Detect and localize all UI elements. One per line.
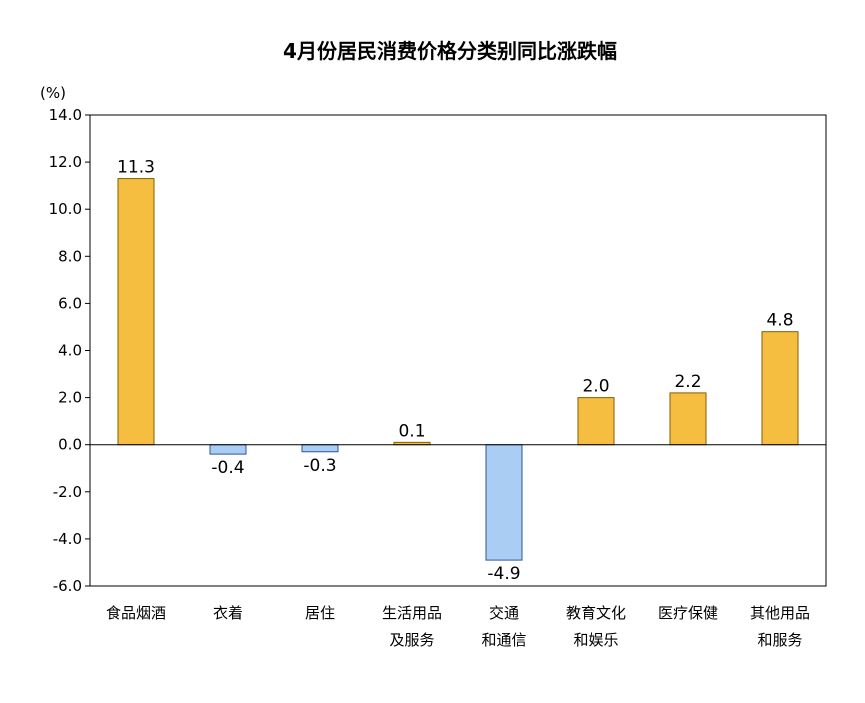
y-tick-label: 6.0 (58, 294, 82, 312)
y-tick-label: 0.0 (58, 436, 82, 454)
x-tick-label: 生活用品 (382, 604, 442, 622)
x-tick-label: 其他用品 (750, 604, 810, 622)
bar (577, 397, 615, 446)
plot-area-frame (89, 114, 827, 587)
data-label: -4.9 (487, 564, 520, 584)
chart-title: 4月份居民消费价格分类别同比涨跌幅 (283, 39, 617, 63)
x-tick-label: 衣着 (213, 604, 243, 622)
bar (117, 178, 155, 446)
bars-group (117, 178, 799, 561)
y-tick-label: 12.0 (49, 153, 82, 171)
y-tick-label: -2.0 (53, 483, 82, 501)
data-label: 11.3 (117, 158, 155, 178)
x-tick-label: 医疗保健 (658, 604, 718, 622)
x-tick-label: 和娱乐 (573, 631, 618, 649)
x-tick-label: 和通信 (481, 631, 526, 649)
bar (761, 331, 799, 446)
y-tick-label: 14.0 (49, 106, 82, 124)
y-tick-label: 10.0 (49, 200, 82, 218)
x-tick-label: 食品烟酒 (106, 604, 166, 622)
y-tick-label: -4.0 (53, 530, 82, 548)
bar (301, 444, 339, 453)
x-tick-label: 和服务 (757, 631, 802, 649)
data-label: 2.0 (582, 377, 609, 397)
data-label: 2.2 (674, 372, 701, 392)
y-tick-label: 4.0 (58, 342, 82, 360)
data-label: 4.8 (766, 311, 793, 331)
y-tick-label: -6.0 (53, 577, 82, 595)
y-axis-unit-label: (%) (40, 84, 66, 102)
data-label: -0.4 (211, 458, 244, 478)
x-tick-label: 及服务 (389, 631, 434, 649)
x-tick-label: 教育文化 (566, 604, 626, 622)
data-label: 0.1 (398, 421, 425, 441)
y-tick-label: 8.0 (58, 247, 82, 265)
bar (485, 444, 523, 561)
value-labels-group: 11.3 -0.4 -0.3 0.1 -4.9 2.0 2.2 4.8 (117, 158, 793, 585)
x-tick-label: 交通 (489, 604, 519, 622)
bar (209, 444, 247, 455)
y-tick-label: 2.0 (58, 389, 82, 407)
y-axis: 14.0 12.0 10.0 8.0 6.0 4.0 2.0 0.0 -2.0 -4.0 -6.0 (49, 106, 90, 595)
data-label: -0.3 (303, 456, 336, 476)
x-tick-label: 居住 (305, 604, 335, 622)
bar (669, 392, 707, 446)
